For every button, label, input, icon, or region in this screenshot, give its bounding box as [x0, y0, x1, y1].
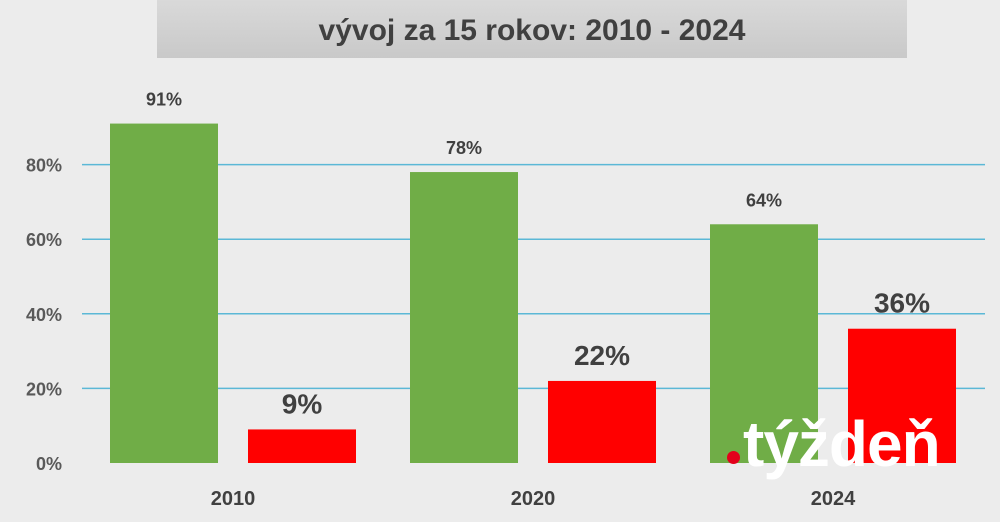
chart-title-banner: vývoj za 15 rokov: 2010 - 2024: [157, 0, 907, 58]
data-label: 78%: [446, 138, 482, 158]
chart-title: vývoj za 15 rokov: 2010 - 2024: [318, 14, 746, 47]
x-tick-label: 2010: [211, 488, 256, 510]
x-tick-label: 2020: [511, 488, 556, 510]
y-tick-label: 80%: [26, 156, 62, 176]
x-tick-label: 2024: [811, 488, 856, 510]
data-label: 36%: [874, 288, 930, 319]
y-tick-label: 60%: [26, 230, 62, 250]
y-tick-label: 40%: [26, 305, 62, 325]
logo-dot-icon: [727, 451, 740, 464]
bar: [548, 380, 656, 463]
data-label: 9%: [282, 388, 323, 419]
bar: [110, 123, 218, 463]
data-label: 22%: [574, 340, 630, 371]
bar: [410, 172, 518, 463]
bar: [248, 429, 356, 463]
y-tick-label: 20%: [26, 379, 62, 399]
logo-text: týždeň: [743, 408, 941, 480]
tyzden-logo: týždeň: [727, 412, 941, 476]
data-label: 64%: [746, 190, 782, 210]
bar: [710, 224, 818, 463]
y-tick-label: 0%: [36, 454, 62, 474]
data-label: 91%: [146, 90, 182, 110]
bar: [848, 328, 956, 463]
